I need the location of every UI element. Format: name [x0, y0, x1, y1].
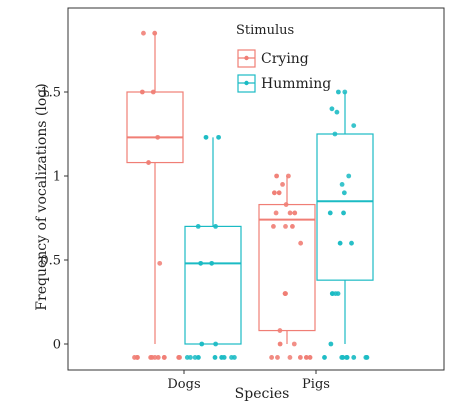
x-tick-label: Dogs: [167, 377, 200, 392]
data-point: [198, 260, 204, 266]
data-point: [339, 182, 345, 187]
data-point: [346, 173, 352, 179]
data-point: [283, 202, 289, 207]
x-tick-label: Pigs: [302, 377, 330, 392]
data-point: [283, 291, 288, 296]
data-point: [219, 355, 225, 360]
data-point: [328, 341, 334, 347]
data-point: [303, 355, 309, 360]
data-point: [150, 89, 156, 95]
data-point: [229, 355, 234, 360]
y-tick-label: 0.5: [40, 254, 61, 269]
data-point: [139, 89, 145, 95]
data-point: [341, 210, 346, 216]
data-point: [149, 355, 155, 360]
box-humming: [184, 225, 242, 345]
data-point: [291, 341, 297, 347]
data-point: [298, 240, 304, 246]
data-point: [216, 134, 221, 140]
data-point: [276, 190, 282, 196]
data-point: [283, 224, 288, 229]
data-point: [141, 30, 146, 36]
data-point: [322, 355, 327, 360]
data-point: [273, 210, 279, 216]
data-point: [196, 355, 201, 360]
data-point: [213, 341, 219, 347]
axes: 0 0.5 1 1.5 Dogs Pigs: [40, 7, 445, 392]
legend: Stimulus Crying Humming: [236, 23, 331, 93]
data-point: [292, 210, 298, 216]
data-point: [155, 355, 161, 360]
y-tick-label: 0: [53, 338, 61, 353]
data-point: [146, 160, 151, 165]
legend-title: Stimulus: [236, 23, 294, 38]
box-crying: [258, 203, 316, 332]
data-point: [286, 173, 291, 179]
data-point: [337, 240, 343, 246]
data-point: [290, 224, 295, 229]
data-point: [342, 89, 348, 95]
data-point: [134, 355, 140, 360]
box-humming: [316, 133, 374, 281]
data-point: [351, 355, 357, 360]
data-point: [177, 355, 183, 360]
data-point: [340, 355, 346, 360]
data-point: [280, 182, 285, 187]
data-point: [161, 355, 167, 360]
legend-label: Crying: [261, 51, 309, 67]
data-point: [327, 210, 333, 216]
y-tick-label: 1.5: [40, 86, 61, 101]
plot-area: [126, 30, 374, 360]
data-point: [329, 106, 335, 112]
legend-label: Humming: [261, 76, 331, 92]
x-axis-title: Species: [235, 386, 290, 402]
data-point: [275, 355, 280, 360]
legend-key-dot: [244, 80, 249, 86]
panel-border: [67, 7, 445, 371]
data-point: [188, 355, 193, 360]
y-tick-label: 1: [53, 170, 61, 185]
data-point: [152, 30, 158, 36]
data-point: [334, 109, 340, 115]
data-point: [195, 224, 201, 229]
data-point: [363, 355, 369, 360]
data-point: [349, 240, 354, 246]
data-point: [277, 341, 283, 347]
data-point: [333, 291, 338, 296]
data-point: [274, 173, 280, 179]
data-point: [213, 224, 218, 229]
data-point: [209, 260, 215, 266]
data-point: [297, 355, 303, 360]
data-point: [203, 134, 209, 140]
legend-key-dot: [244, 55, 249, 61]
data-point: [155, 134, 161, 140]
data-point: [157, 260, 163, 266]
data-point: [287, 210, 293, 216]
data-point: [271, 224, 276, 229]
data-point: [341, 190, 347, 196]
data-point: [335, 89, 341, 95]
data-point: [199, 341, 205, 347]
data-point: [332, 131, 338, 137]
data-point: [277, 328, 283, 333]
data-point: [287, 355, 293, 360]
data-point: [271, 190, 277, 196]
box-crying: [126, 91, 184, 164]
data-point: [192, 355, 198, 360]
y-axis-title: Frequency of vocalizations (log): [34, 83, 50, 310]
data-point: [212, 355, 218, 360]
data-point: [269, 355, 275, 360]
data-point: [351, 123, 357, 128]
data-point: [307, 355, 313, 360]
data-point: [344, 355, 349, 360]
